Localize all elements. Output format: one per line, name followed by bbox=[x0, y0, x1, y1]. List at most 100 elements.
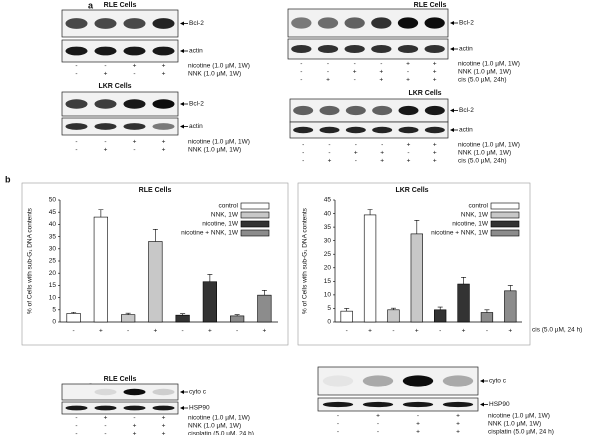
blot-band bbox=[319, 105, 340, 116]
blot-band bbox=[94, 18, 117, 29]
x-tick-label: + bbox=[462, 328, 466, 335]
treatment-sign: + bbox=[406, 61, 410, 68]
treatment-sign: + bbox=[379, 77, 383, 84]
treatment-sign: - bbox=[75, 431, 77, 435]
error-bar bbox=[344, 308, 350, 312]
blot-band bbox=[94, 405, 117, 411]
blot-band bbox=[123, 388, 146, 396]
y-tick-label: 10 bbox=[324, 292, 332, 299]
error-bar bbox=[484, 309, 490, 313]
blot-band bbox=[442, 375, 474, 387]
bar bbox=[148, 241, 163, 323]
blot-band bbox=[372, 105, 393, 116]
blot-band bbox=[94, 99, 117, 109]
bar bbox=[230, 315, 245, 323]
y-tick-label: 40 bbox=[324, 210, 332, 217]
treatment-sign: + bbox=[456, 429, 460, 435]
treatment-sign: - bbox=[377, 421, 379, 428]
treatment-sign: + bbox=[133, 431, 137, 435]
blot-band bbox=[424, 17, 445, 29]
treatment-sign: + bbox=[433, 158, 437, 165]
y-tick-label: 5 bbox=[327, 305, 331, 312]
blot-band bbox=[65, 405, 88, 411]
legend-label: nicotine + NNK, 1W bbox=[181, 230, 239, 237]
treatment-sign: - bbox=[302, 158, 304, 165]
treatment-sign: + bbox=[162, 63, 166, 70]
band-label: cyto c bbox=[189, 389, 207, 396]
treatment-sign: - bbox=[75, 71, 77, 78]
arrow-head bbox=[480, 402, 484, 407]
blot-band bbox=[402, 375, 434, 387]
blot-band bbox=[424, 126, 445, 134]
blot-band bbox=[402, 401, 434, 408]
x-tick-label: + bbox=[153, 328, 157, 335]
y-tick-label: 40 bbox=[49, 221, 57, 228]
arrow-head bbox=[180, 124, 184, 129]
y-tick-label: 30 bbox=[49, 246, 57, 253]
legend-swatch bbox=[240, 220, 270, 228]
treatment-sign: + bbox=[433, 142, 437, 149]
band-label: actin bbox=[189, 123, 203, 130]
blot-band bbox=[152, 405, 175, 411]
chart-frame bbox=[21, 182, 289, 346]
legend-swatch bbox=[240, 211, 270, 219]
treatment-sign: - bbox=[328, 142, 330, 149]
blot-frame bbox=[61, 401, 179, 415]
legend-swatch bbox=[240, 202, 270, 210]
treatment-sign: + bbox=[407, 142, 411, 149]
treatment-sign: - bbox=[328, 150, 330, 157]
legend-label: nicotine, 1W bbox=[202, 221, 239, 228]
blot-band bbox=[398, 105, 419, 116]
blot-band bbox=[293, 126, 314, 134]
blot-band bbox=[65, 18, 88, 29]
legend-label: NNK, 1W bbox=[461, 212, 489, 219]
blot-band bbox=[345, 105, 366, 116]
bar bbox=[175, 314, 190, 323]
arrow-head bbox=[180, 21, 184, 26]
blot-band bbox=[65, 389, 87, 395]
blot-title: LKR Cells bbox=[408, 90, 441, 97]
arrow-head bbox=[180, 102, 184, 106]
blot-band bbox=[344, 17, 365, 29]
treatment-sign: + bbox=[133, 139, 137, 146]
treatment-sign: + bbox=[326, 77, 330, 84]
blot-frame bbox=[287, 8, 449, 38]
chart-title: RLE Cells bbox=[139, 187, 172, 194]
error-bar bbox=[461, 276, 467, 285]
treatment-sign: - bbox=[337, 413, 339, 420]
x-tick-label: + bbox=[99, 328, 103, 335]
y-tick-label: 20 bbox=[49, 270, 57, 277]
blot-band bbox=[371, 45, 392, 53]
treatment-sign: + bbox=[162, 139, 166, 146]
bar bbox=[504, 290, 517, 323]
blot-band bbox=[362, 401, 394, 408]
band-label: Bcl-2 bbox=[459, 107, 474, 114]
treatment-sign: + bbox=[380, 150, 384, 157]
band-label: Bcl-2 bbox=[189, 20, 204, 27]
legend-swatch bbox=[490, 202, 520, 210]
blot-band bbox=[123, 46, 146, 56]
legend-label: control bbox=[468, 203, 488, 210]
treatment-label: NNK (1.0 µM, 1W) bbox=[188, 423, 241, 430]
treatment-sign: - bbox=[133, 415, 135, 422]
bar bbox=[66, 313, 81, 323]
treatment-label: cis (5.0 µM, 24h) bbox=[458, 158, 507, 165]
error-bar bbox=[367, 209, 373, 215]
bar bbox=[202, 281, 217, 323]
blot-band bbox=[65, 123, 88, 130]
treatment-sign: - bbox=[300, 77, 302, 84]
treatment-sign: - bbox=[337, 429, 339, 435]
treatment-sign: - bbox=[133, 71, 135, 78]
treatment-sign: - bbox=[75, 423, 77, 430]
legend-swatch bbox=[240, 229, 270, 237]
y-tick-label: 45 bbox=[49, 209, 57, 216]
blot-band bbox=[123, 405, 146, 411]
chart-frame bbox=[297, 182, 531, 346]
bar bbox=[387, 309, 400, 323]
treatment-sign: - bbox=[104, 431, 106, 435]
x-tick-label: - bbox=[182, 328, 184, 335]
treatment-sign: - bbox=[407, 69, 409, 76]
treatment-sign: + bbox=[354, 150, 358, 157]
treatment-sign: + bbox=[433, 150, 437, 157]
blot-band bbox=[317, 17, 339, 29]
